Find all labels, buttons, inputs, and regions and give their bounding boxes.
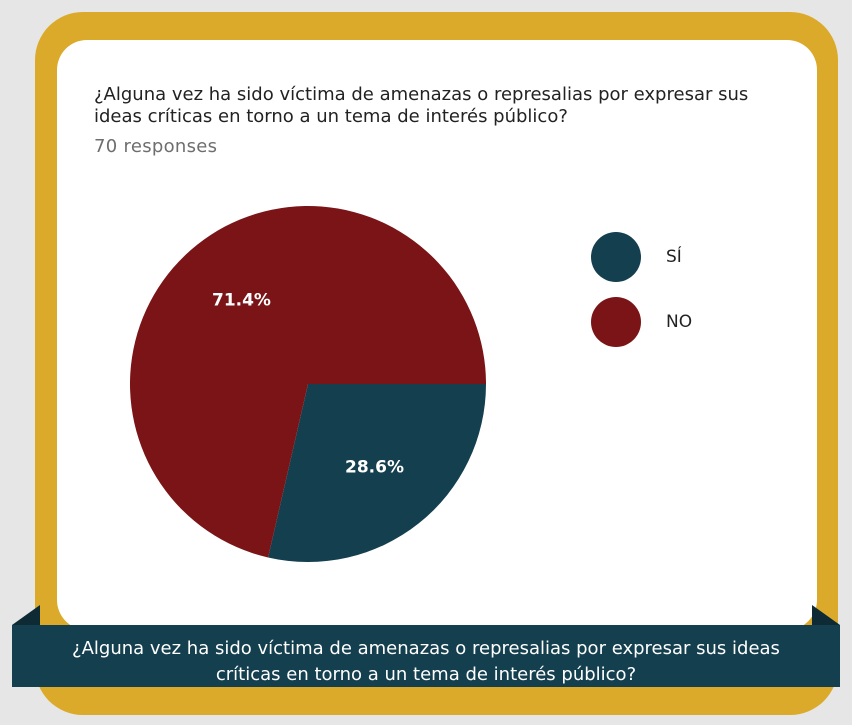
slice-label: 71.4% [212, 290, 271, 310]
banner [12, 625, 840, 687]
response-count: 70 responses [94, 136, 218, 157]
slice-label: 28.6% [345, 458, 404, 478]
pie-slice [268, 384, 486, 562]
fold-right [812, 605, 840, 625]
chart-title: ¿Alguna vez ha sido víctima de amenazas … [94, 84, 749, 127]
banner-text: ¿Alguna vez ha sido víctima de amenazas … [72, 638, 780, 685]
legend-label: NO [666, 312, 692, 332]
fold-left [12, 605, 40, 625]
legend-label: SÍ [666, 245, 682, 267]
pie-slice [130, 206, 487, 558]
legend-swatch [591, 232, 641, 282]
legend-swatch [591, 297, 641, 347]
